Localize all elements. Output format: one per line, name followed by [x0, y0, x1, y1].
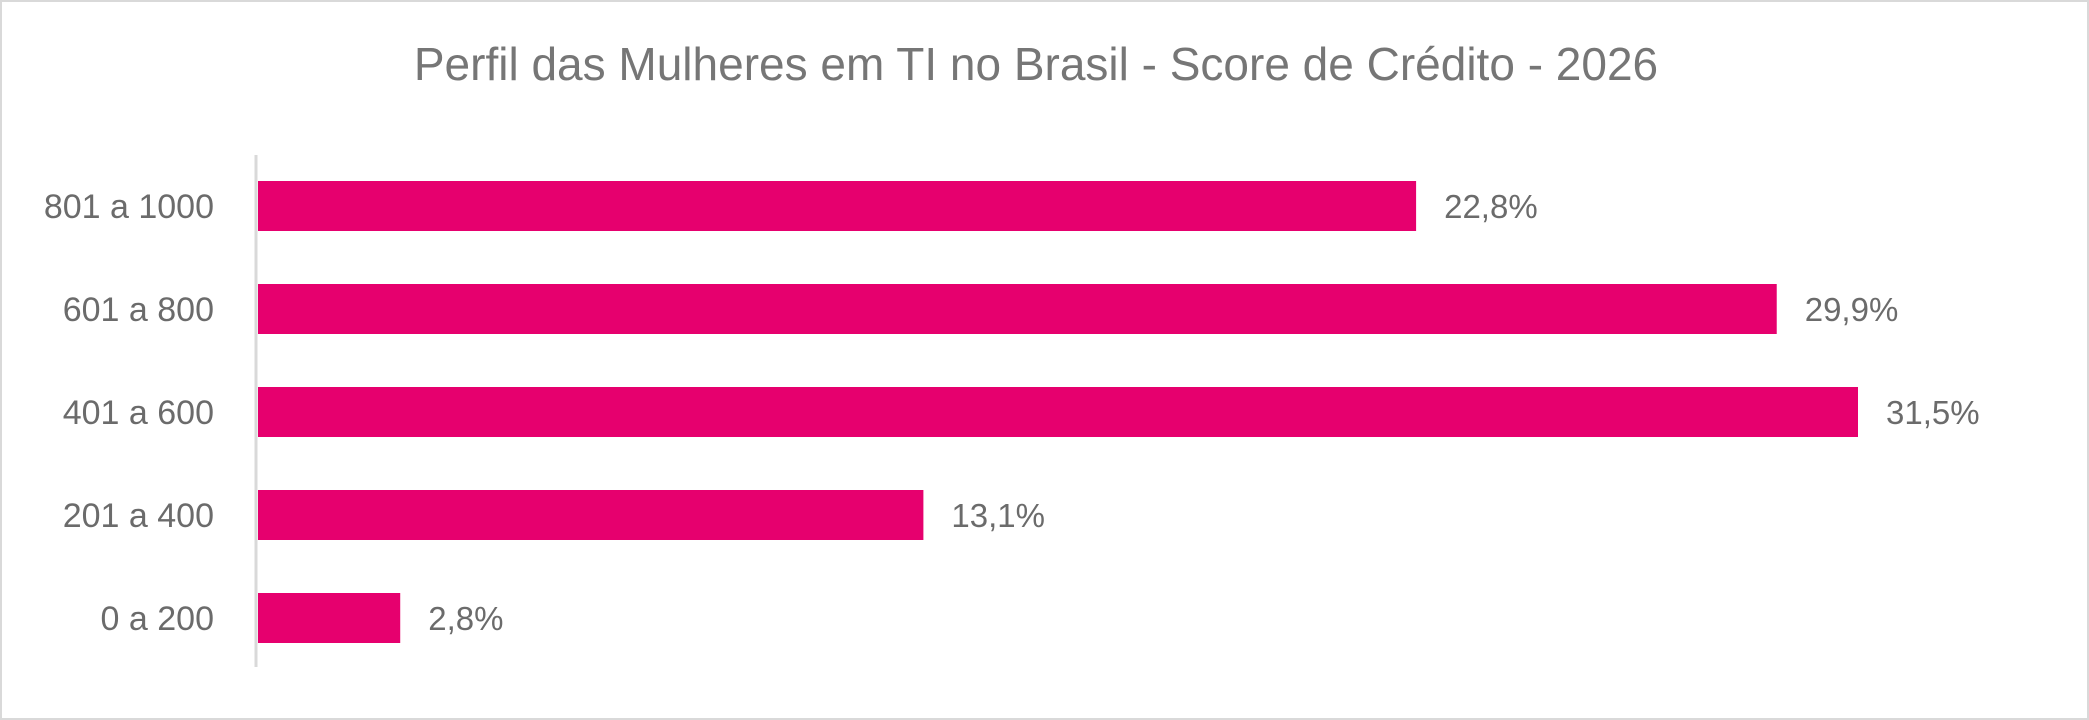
category-label-401-a-600: 401 a 600 [63, 394, 214, 432]
chart-title: Perfil das Mulheres em TI no Brasil - Sc… [414, 38, 1658, 90]
bar-401-a-600 [258, 387, 1858, 437]
data-label-201-a-400: 13,1% [951, 497, 1045, 534]
data-label-0-a-200: 2,8% [428, 600, 503, 637]
data-label-801-a-1000: 22,8% [1444, 188, 1538, 225]
category-label-801-a-1000: 801 a 1000 [44, 188, 214, 226]
bar-201-a-400 [258, 490, 924, 540]
data-label-601-a-800: 29,9% [1805, 291, 1899, 328]
category-label-601-a-800: 601 a 800 [63, 291, 214, 329]
bar-601-a-800 [258, 284, 1777, 334]
bars-group [258, 181, 1858, 643]
bar-0-a-200 [258, 593, 401, 643]
bar-801-a-1000 [258, 181, 1417, 231]
value-labels-group: 22,8% 29,9% 31,5% 13,1% 2,8% [428, 188, 1979, 637]
category-labels-group: 801 a 1000 601 a 800 401 a 600 201 a 400 0 a… [44, 188, 214, 638]
category-label-201-a-400: 201 a 400 [63, 497, 214, 535]
data-label-401-a-600: 31,5% [1886, 394, 1980, 431]
category-label-0-a-200: 0 a 200 [101, 600, 214, 638]
